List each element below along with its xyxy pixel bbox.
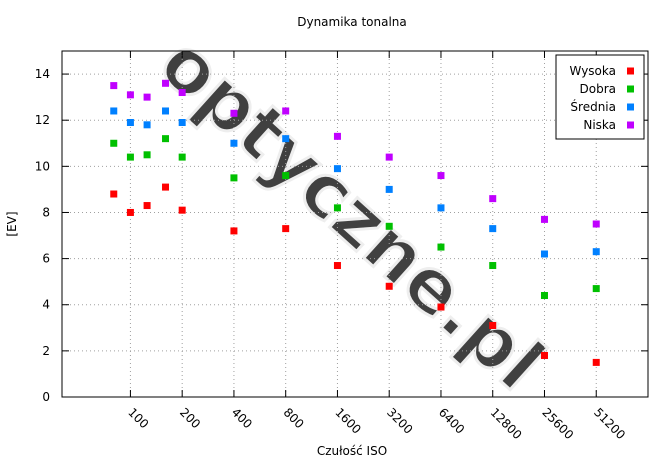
data-point-niska (592, 220, 600, 228)
x-tick-label: 51200 (591, 405, 628, 442)
data-point-średnia (110, 107, 118, 115)
chart-title: Dynamika tonalna (297, 15, 407, 29)
legend-label: Średnia (570, 99, 616, 114)
y-tick-label: 6 (42, 252, 50, 266)
data-point-średnia (437, 204, 445, 212)
data-point-średnia (282, 135, 290, 143)
y-tick-label: 14 (35, 67, 50, 81)
legend: Wysoka Dobra Średnia Niska (555, 54, 645, 140)
watermark-text: optyczne.pl (143, 20, 560, 408)
data-point-niska (162, 79, 170, 87)
data-point-niska (282, 107, 290, 115)
data-point-wysoka (333, 262, 341, 270)
data-point-niska (143, 93, 151, 101)
x-tick-label: 12800 (488, 405, 525, 442)
data-point-niska (437, 172, 445, 180)
data-point-wysoka (110, 190, 118, 198)
data-point-niska (126, 91, 134, 99)
y-tick-label: 2 (42, 344, 50, 358)
y-tick-label: 8 (42, 205, 50, 219)
data-point-wysoka (178, 206, 186, 214)
data-point-dobra (282, 172, 290, 180)
data-point-wysoka (143, 202, 151, 210)
data-point-średnia (489, 225, 497, 233)
x-tick-label: 25600 (539, 405, 576, 442)
data-point-dobra (333, 204, 341, 212)
x-tick-label: 100 (125, 405, 151, 431)
data-point-dobra (178, 153, 186, 161)
y-axis-label: [EV] (5, 211, 19, 236)
legend-label: Niska (583, 118, 616, 132)
data-point-niska (110, 82, 118, 90)
legend-marker (627, 103, 634, 111)
data-point-średnia (333, 165, 341, 173)
data-points (110, 79, 600, 366)
y-tick-label: 0 (42, 390, 50, 404)
watermark-layer: optyczne.pl (142, 18, 562, 409)
data-point-średnia (385, 185, 393, 193)
data-point-dobra (143, 151, 151, 159)
data-point-dobra (230, 174, 238, 182)
data-point-dobra (437, 243, 445, 251)
data-point-dobra (162, 135, 170, 143)
data-point-dobra (592, 285, 600, 293)
data-point-średnia (540, 250, 548, 258)
data-point-dobra (540, 292, 548, 300)
data-point-niska (230, 109, 238, 117)
x-tick-label: 1600 (332, 405, 363, 436)
legend-label: Dobra (580, 82, 617, 96)
data-point-wysoka (592, 358, 600, 366)
data-point-dobra (110, 139, 118, 147)
plot-frame (61, 50, 649, 398)
x-tick-label: 800 (281, 405, 307, 431)
data-point-wysoka (282, 225, 290, 233)
data-point-wysoka (540, 351, 548, 359)
legend-label: Wysoka (570, 64, 616, 78)
data-point-dobra (489, 262, 497, 270)
data-point-wysoka (230, 227, 238, 235)
y-axis: 0 2 4 6 8 10 12 14 (35, 67, 648, 404)
x-tick-label: 6400 (436, 405, 467, 436)
data-point-niska (178, 89, 186, 97)
x-tick-label: 3200 (384, 405, 415, 436)
legend-marker (627, 121, 634, 129)
x-tick-label: 200 (177, 405, 203, 431)
y-tick-label: 12 (35, 113, 50, 127)
legend-marker (627, 67, 634, 75)
data-point-średnia (162, 107, 170, 115)
data-point-średnia (592, 248, 600, 256)
data-point-średnia (178, 119, 186, 127)
x-tick-label: 400 (229, 405, 255, 431)
y-tick-label: 10 (35, 159, 50, 173)
legend-marker (627, 85, 634, 93)
y-tick-label: 4 (42, 298, 50, 312)
data-point-niska (489, 195, 497, 203)
data-point-dobra (126, 153, 134, 161)
data-point-wysoka (489, 321, 497, 329)
x-axis-label: Czułość ISO (317, 444, 387, 458)
data-point-wysoka (437, 303, 445, 311)
data-point-średnia (143, 121, 151, 129)
data-point-niska (385, 153, 393, 161)
data-point-dobra (385, 222, 393, 230)
data-point-wysoka (162, 183, 170, 191)
data-point-średnia (230, 139, 238, 147)
data-point-niska (540, 215, 548, 223)
data-point-niska (333, 132, 341, 140)
data-point-wysoka (126, 208, 134, 216)
data-point-wysoka (385, 282, 393, 290)
data-point-średnia (126, 119, 134, 127)
